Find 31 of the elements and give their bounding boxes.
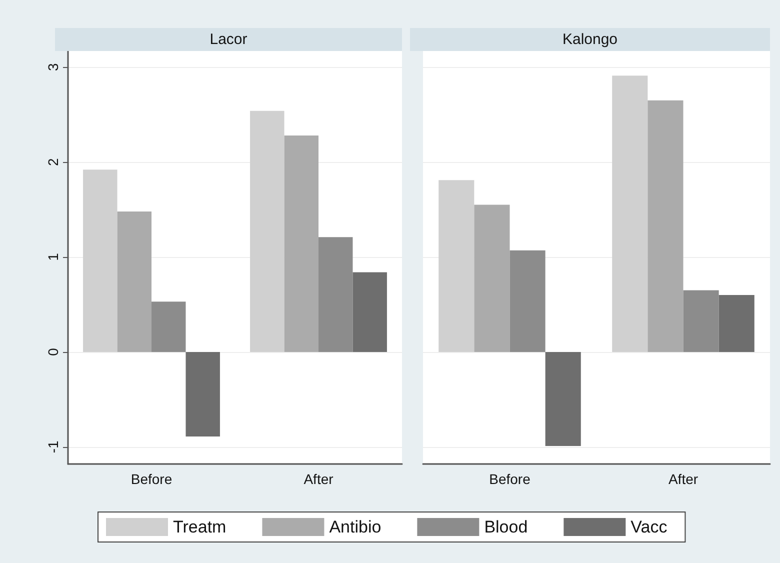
bar xyxy=(545,352,581,446)
panel-header: Lacor xyxy=(55,28,402,51)
bar xyxy=(318,237,353,352)
y-tick-label: -1 xyxy=(45,440,61,454)
bar xyxy=(83,170,118,352)
bar xyxy=(438,180,474,352)
x-tick-label: Before xyxy=(130,471,172,487)
legend-label: Vacc xyxy=(630,518,668,536)
bar xyxy=(152,302,186,352)
x-tick-label: Before xyxy=(489,471,531,487)
bar xyxy=(683,290,719,352)
bar xyxy=(648,100,684,352)
bar xyxy=(352,272,387,352)
bar xyxy=(510,250,546,352)
bar xyxy=(612,76,648,352)
legend-label: Antibio xyxy=(329,518,382,536)
x-tick-label: After xyxy=(304,471,334,487)
y-tick-label: 1 xyxy=(45,252,61,261)
x-tick-label: After xyxy=(668,471,698,487)
legend-label: Blood xyxy=(484,518,528,536)
legend-label: Treatm xyxy=(173,518,226,536)
y-tick-label: 3 xyxy=(45,63,61,72)
bar xyxy=(186,352,220,436)
y-tick-label: 2 xyxy=(45,158,61,166)
bar xyxy=(250,110,284,352)
bar xyxy=(474,204,510,352)
bar xyxy=(718,295,754,352)
bar xyxy=(117,211,152,352)
bar xyxy=(284,136,318,352)
y-tick-label: 0 xyxy=(45,348,61,356)
panel-header: Kalongo xyxy=(410,28,770,51)
